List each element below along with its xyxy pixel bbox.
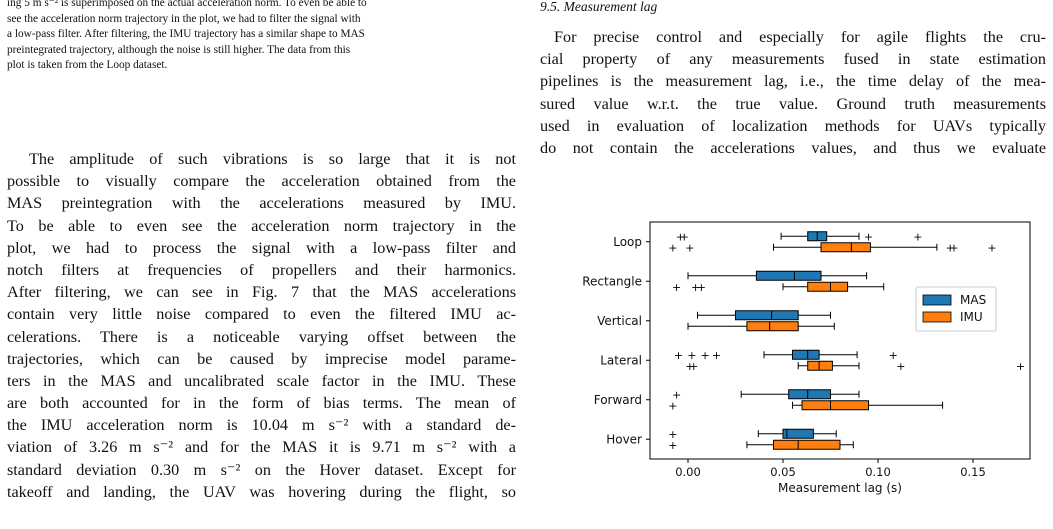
outlier-point: + (672, 281, 681, 294)
paragraph-line: celerations. There is a noticeable varyi… (7, 327, 516, 346)
outlier-point: + (674, 349, 683, 362)
paragraph-line: To be able to even see the acceleration … (7, 216, 516, 235)
caption-line: preintegrated trajectory, although the n… (7, 43, 351, 56)
outlier-point: + (1016, 360, 1025, 373)
mas-box (788, 389, 831, 400)
section-heading: 9.5. Measurement lag (540, 0, 658, 14)
paragraph-line: pipelines is the measurement lag, i.e., … (540, 72, 1046, 91)
paragraph-line: do not contain the accelerations values,… (540, 138, 1046, 157)
paragraph-line: contain very little noise compared to ev… (7, 305, 516, 324)
y-tick-label: Hover (606, 432, 642, 446)
outlier-point: + (949, 241, 958, 254)
caption-line: ing 5 m s⁻² is superimposed on the actua… (7, 0, 367, 9)
measurement-lag-boxplot: ++ + ++ + + + ++++ + ++ ++ ++++ + +++LoopRectangleVe… (582, 221, 1031, 495)
paragraph-line: viation of 3.26 m s⁻² and for the MAS it… (7, 438, 516, 457)
paragraph-line: plot, we had to process the signal with … (7, 238, 516, 257)
x-tick-label: 0.05 (770, 465, 796, 479)
outlier-point: + (712, 349, 721, 362)
legend-label: MAS (960, 293, 986, 307)
outlier-point: + (864, 230, 873, 243)
outlier-point: + (668, 241, 677, 254)
paragraph-line: cial property of any measurements fused … (540, 50, 1046, 69)
paragraph-line: takeoff and landing, the UAV was hoverin… (7, 482, 516, 501)
paragraph-line: MAS preintegration with the acceleration… (7, 194, 516, 213)
x-axis-label: Measurement lag (s) (778, 481, 902, 495)
paragraph-line: are both accounted for in the form of bi… (7, 394, 516, 413)
outlier-point: + (689, 360, 698, 373)
legend-label: IMU (960, 310, 983, 324)
outlier-point: + (889, 349, 898, 362)
outlier-point: + (987, 241, 996, 254)
x-tick-label: 0.10 (865, 465, 891, 479)
paragraph-line: The amplitude of such vibrations is so l… (29, 150, 516, 168)
caption-line: plot is taken from the Loop dataset. (7, 59, 168, 71)
x-tick-label: 0.15 (960, 465, 986, 479)
plot-frame (649, 221, 1031, 460)
mas-box (782, 428, 814, 439)
outlier-point: + (685, 360, 694, 373)
mas-box (755, 270, 822, 281)
paragraph-line: ters in the MAS and uncalibrated scale f… (7, 371, 516, 390)
mas-box (735, 310, 799, 321)
outlier-point: + (680, 230, 689, 243)
imu-box (807, 360, 833, 371)
outlier-point: + (668, 428, 677, 441)
right-paragraph: For precise control and especially for a… (540, 26, 1046, 159)
paragraph-line: possible to visually compare the acceler… (7, 172, 516, 191)
y-tick-label: Lateral (600, 353, 642, 367)
paragraph-line: sured value w.r.t. the true value. Groun… (540, 94, 1046, 113)
x-tick-label: 0.00 (675, 465, 701, 479)
outlier-point: + (668, 399, 677, 412)
y-tick-label: Loop (613, 235, 642, 249)
imu-box (773, 439, 841, 450)
paragraph-line: For precise control and especially for a… (554, 28, 1046, 46)
imu-box (807, 281, 849, 292)
caption-line: a low-pass filter. After filtering, the … (7, 28, 365, 40)
outlier-point: + (685, 241, 694, 254)
paragraph-line: used in evaluation of localization metho… (540, 116, 1046, 135)
outlier-point: + (687, 349, 696, 362)
mas-box (792, 349, 820, 360)
paragraph-line: the IMU acceleration norm is 10.04 m s⁻²… (7, 416, 516, 435)
figure-caption: ing 5 m s⁻² is superimposed on the actua… (7, 0, 515, 74)
y-tick-label: Forward (594, 393, 642, 407)
outlier-point: + (672, 388, 681, 401)
paragraph-line: trajectories, which can be caused by imp… (7, 349, 516, 368)
outlier-point: + (946, 241, 955, 254)
outlier-point: + (676, 230, 685, 243)
imu-box (746, 321, 799, 332)
imu-box (820, 242, 871, 253)
outlier-point: + (697, 281, 706, 294)
y-tick-label: Rectangle (582, 274, 642, 288)
imu-box (801, 400, 869, 411)
y-tick-label: Vertical (597, 314, 642, 328)
outlier-point: + (700, 349, 709, 362)
paragraph-line: After filtering, we can see in Fig. 7 th… (7, 283, 516, 302)
outlier-point: + (896, 360, 905, 373)
outlier-point: + (668, 439, 677, 452)
outlier-point: + (913, 230, 922, 243)
caption-line: see the acceleration norm trajectory in … (7, 12, 361, 25)
outlier-point: + (691, 281, 700, 294)
legend-swatch (922, 294, 952, 306)
legend-swatch (922, 311, 952, 323)
left-paragraph: The amplitude of such vibrations is so l… (7, 148, 516, 503)
paragraph-line: standard deviation 0.30 m s⁻² on the Hov… (7, 460, 516, 479)
paragraph-line: notch filters at frequencies of propelle… (7, 260, 516, 279)
